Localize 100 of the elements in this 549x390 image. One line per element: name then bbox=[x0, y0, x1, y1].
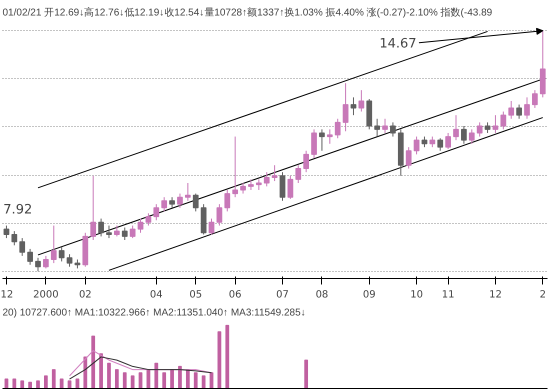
candlestick bbox=[50, 225, 57, 264]
candlestick bbox=[476, 122, 483, 138]
candlestick bbox=[484, 122, 490, 134]
bar bbox=[99, 353, 103, 388]
candlestick bbox=[437, 138, 444, 152]
candlestick bbox=[90, 175, 96, 241]
bar bbox=[36, 380, 40, 388]
x-tick-label: 10 bbox=[410, 290, 423, 300]
candlestick bbox=[27, 248, 33, 266]
candlestick bbox=[500, 111, 506, 130]
bar bbox=[304, 360, 308, 388]
bar bbox=[107, 362, 111, 388]
candlestick bbox=[58, 246, 65, 262]
bar bbox=[170, 369, 174, 388]
bar bbox=[194, 372, 198, 388]
candlestick bbox=[280, 172, 286, 202]
candlestick bbox=[532, 90, 538, 108]
x-tick-label: 12 bbox=[0, 290, 14, 300]
candlestick bbox=[43, 255, 49, 269]
bar bbox=[68, 380, 72, 388]
x-tick-label: 02 bbox=[78, 290, 92, 300]
candlestick bbox=[468, 128, 475, 144]
candlestick bbox=[374, 118, 380, 138]
bar bbox=[52, 369, 56, 388]
candlestick bbox=[161, 196, 168, 212]
candlestick bbox=[382, 118, 388, 134]
candlestick bbox=[516, 104, 522, 120]
x-tick-label: 11 bbox=[442, 290, 454, 300]
candlestick bbox=[303, 150, 310, 173]
candlestick bbox=[35, 257, 41, 272]
x-tick-label: 12 bbox=[489, 290, 502, 300]
candlestick bbox=[19, 238, 26, 256]
candlestick bbox=[272, 164, 278, 182]
candlestick bbox=[208, 218, 214, 235]
candlestick bbox=[350, 96, 356, 116]
candlestick bbox=[429, 136, 436, 148]
bar bbox=[146, 369, 150, 388]
candlestick bbox=[122, 227, 128, 241]
bar bbox=[122, 372, 127, 388]
annotation: 7.92 bbox=[3, 202, 32, 218]
candlestick bbox=[453, 114, 459, 141]
candlestick bbox=[311, 128, 317, 158]
candlestick bbox=[390, 122, 396, 138]
candlestick bbox=[461, 125, 467, 144]
bar bbox=[76, 378, 80, 388]
chart-title: 01/02/21 开12.69↓高12.76↓低12.19↓收12.54↓量10728↑额1337↑换1.03% 振4.40% 涨(-0.27)-2.10% 指数(-43.89 bbox=[2, 6, 493, 18]
candlestick bbox=[232, 136, 238, 198]
candlestick bbox=[216, 204, 222, 226]
bar bbox=[138, 372, 142, 388]
candlestick bbox=[422, 136, 428, 148]
candlestick bbox=[224, 189, 230, 212]
annotation: 14.67 bbox=[379, 36, 417, 52]
candlestick bbox=[114, 225, 120, 237]
candlestick bbox=[192, 193, 199, 212]
candlestick bbox=[445, 132, 451, 150]
x-tick-label: 2000 bbox=[33, 290, 59, 300]
x-tick-label: 06 bbox=[228, 290, 242, 300]
candlestick bbox=[256, 178, 262, 190]
candlestick bbox=[66, 254, 72, 268]
candlestick bbox=[177, 193, 183, 208]
bar bbox=[28, 382, 32, 388]
candlestick bbox=[153, 204, 160, 221]
candlestick bbox=[319, 128, 325, 152]
x-tick-label: 2 bbox=[540, 290, 546, 300]
bar bbox=[218, 331, 222, 388]
x-tick-label: 04 bbox=[150, 290, 163, 300]
x-tick-label: 07 bbox=[276, 290, 289, 300]
bar bbox=[202, 375, 206, 388]
bar bbox=[130, 375, 135, 388]
candlestick bbox=[508, 100, 514, 120]
candlestick bbox=[342, 82, 348, 132]
bar bbox=[44, 375, 48, 388]
candlestick bbox=[326, 128, 333, 144]
bar bbox=[60, 378, 64, 388]
candlestick bbox=[106, 225, 112, 239]
candlestick bbox=[492, 114, 498, 134]
bar bbox=[114, 369, 119, 388]
candlestick bbox=[146, 212, 152, 226]
x-tick-label: 08 bbox=[316, 290, 328, 300]
candlestick bbox=[169, 196, 175, 208]
candlestick bbox=[4, 225, 10, 239]
x-tick-label: 05 bbox=[189, 290, 202, 300]
candlestick bbox=[240, 182, 246, 194]
x-tick-label: 09 bbox=[362, 290, 376, 300]
candlestick bbox=[358, 90, 364, 112]
bar bbox=[162, 372, 166, 388]
chart-title: 20) 10727.600↑ MA1:10322.966↑ MA2:11351.040↑ MA3:11549.285↓ bbox=[2, 308, 306, 318]
candlestick bbox=[264, 172, 270, 187]
candlestick bbox=[524, 96, 530, 120]
candlestick bbox=[248, 178, 254, 190]
candlestick bbox=[406, 146, 412, 170]
candlestick bbox=[295, 164, 302, 184]
candlestick bbox=[98, 218, 104, 237]
candlestick bbox=[11, 230, 18, 246]
candlestick bbox=[288, 175, 294, 200]
candlestick bbox=[130, 225, 136, 239]
bar bbox=[12, 378, 16, 388]
candlestick bbox=[334, 118, 341, 139]
bar bbox=[178, 366, 182, 388]
bar bbox=[4, 378, 8, 388]
